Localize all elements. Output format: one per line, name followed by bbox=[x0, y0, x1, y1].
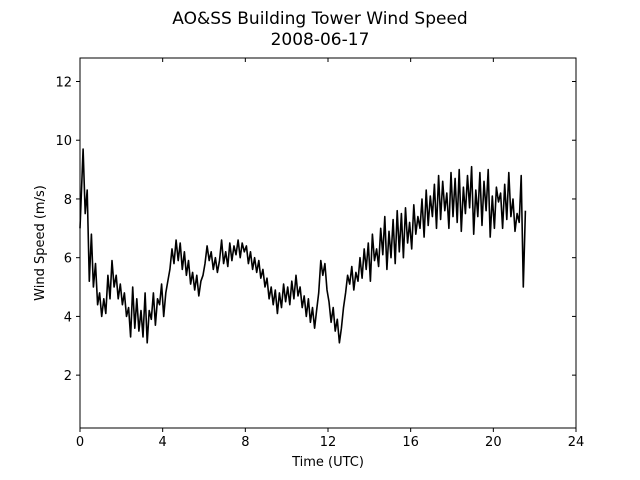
plot-area bbox=[79, 57, 577, 429]
x-axis-label: Time (UTC) bbox=[291, 455, 364, 470]
chart-subtitle: 2008-06-17 bbox=[271, 30, 370, 50]
y-tick-label: 8 bbox=[64, 193, 72, 208]
y-tick-label: 6 bbox=[64, 252, 72, 267]
x-axis: 0 4 8 12 16 20 24 bbox=[76, 58, 584, 450]
y-axis: 2 4 6 8 10 12 bbox=[55, 75, 576, 384]
y-tick-label: 10 bbox=[55, 134, 72, 149]
x-tick-label: 16 bbox=[402, 435, 419, 450]
plot-frame bbox=[79, 57, 577, 429]
x-tick-label: 0 bbox=[76, 435, 84, 450]
y-tick-label: 12 bbox=[55, 75, 72, 90]
y-axis-label: Wind Speed (m/s) bbox=[33, 185, 48, 301]
y-tick-label: 4 bbox=[64, 310, 72, 325]
x-tick-label: 20 bbox=[485, 435, 502, 450]
chart-title: AO&SS Building Tower Wind Speed bbox=[172, 9, 467, 29]
y-tick-label: 2 bbox=[64, 369, 72, 384]
x-tick-label: 12 bbox=[320, 435, 337, 450]
x-tick-label: 24 bbox=[568, 435, 585, 450]
x-tick-label: 8 bbox=[241, 435, 249, 450]
x-tick-label: 4 bbox=[159, 435, 167, 450]
series-line bbox=[79, 148, 527, 344]
